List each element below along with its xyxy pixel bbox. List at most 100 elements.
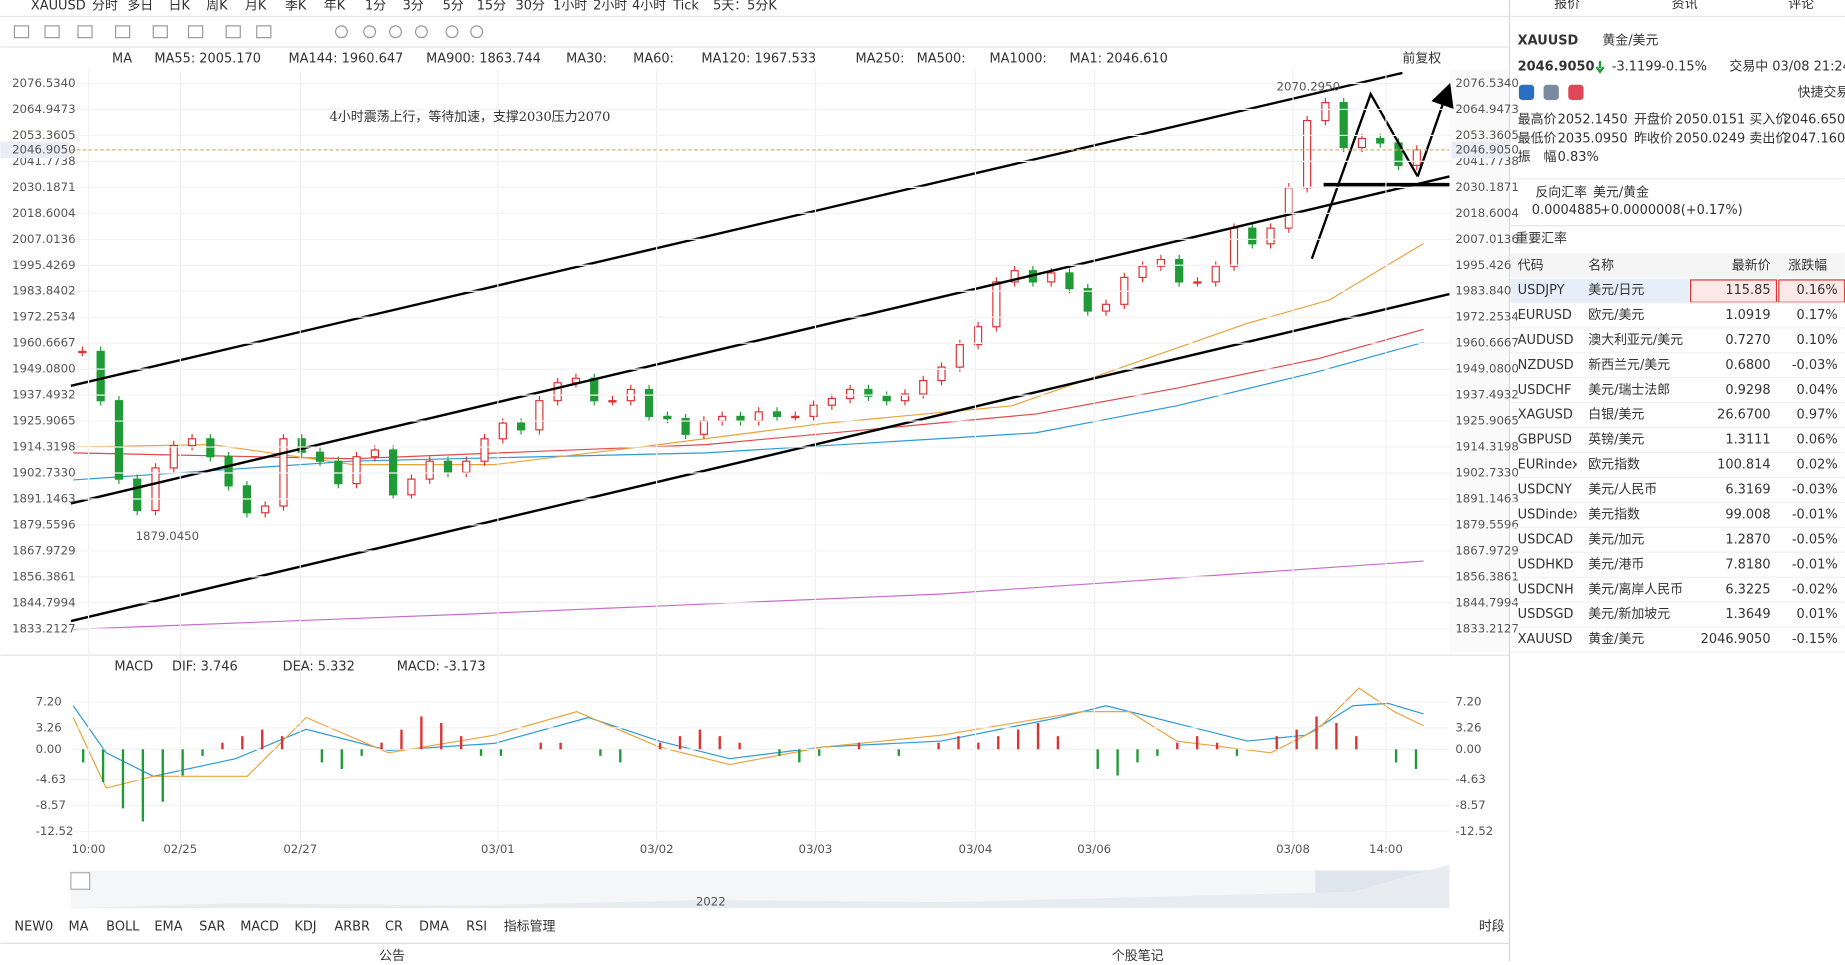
- row-code[interactable]: XAGUSD: [1518, 408, 1573, 423]
- adjust-button[interactable]: 前复权: [1402, 50, 1441, 66]
- row-name[interactable]: 美元/加元: [1588, 532, 1644, 547]
- row-name[interactable]: 英镑/美元: [1588, 432, 1644, 448]
- row-code[interactable]: USDCNY: [1518, 483, 1572, 498]
- ma-legend: MA900: 1863.744: [426, 51, 541, 66]
- period-tab[interactable]: 月K: [245, 0, 267, 13]
- row-code[interactable]: AUDUSD: [1518, 333, 1574, 348]
- down-arrow: [1595, 61, 1605, 74]
- row-code[interactable]: EURindex: [1518, 458, 1580, 473]
- macd-bar: [897, 749, 900, 756]
- row-code[interactable]: USDSGD: [1518, 607, 1574, 622]
- period-tab[interactable]: 多日: [127, 0, 153, 13]
- y-tick-label-right: 1902.7330: [1455, 466, 1519, 480]
- symbol[interactable]: XAUUSD: [31, 0, 86, 13]
- period-tab[interactable]: 15分: [477, 0, 506, 13]
- row-name[interactable]: 美元指数: [1588, 507, 1640, 522]
- row-code[interactable]: USDCHF: [1518, 383, 1572, 398]
- action-icon[interactable]: [1543, 84, 1559, 100]
- reverse-pair[interactable]: 美元/黄金: [1593, 184, 1649, 200]
- y-tick-label: -4.63: [36, 772, 66, 786]
- row-code[interactable]: GBPUSD: [1518, 433, 1572, 448]
- period-tab[interactable]: 5分: [443, 0, 464, 13]
- row-pct: 0.04%: [1797, 383, 1838, 398]
- period-tab[interactable]: 2小时: [593, 0, 627, 13]
- y-tick-label: 1844.7994: [12, 595, 76, 609]
- macd-bar: [559, 742, 562, 750]
- stat-value: 0.83%: [1558, 150, 1599, 165]
- quick-trade[interactable]: 快捷交易: [1798, 84, 1845, 100]
- indicator-tab[interactable]: MA: [69, 919, 89, 934]
- y-tick-label-right: -12.52: [1455, 824, 1493, 838]
- more-button[interactable]: [70, 872, 91, 890]
- table-title: 重要汇率: [1515, 230, 1567, 246]
- indicator-tab[interactable]: ARBR: [334, 919, 370, 934]
- indicator-tab[interactable]: SAR: [199, 919, 225, 934]
- candle-body: [315, 451, 325, 462]
- candle-body: [1138, 265, 1147, 279]
- indicator-tab[interactable]: BOLL: [106, 919, 140, 934]
- panel-tab[interactable]: 评论: [1788, 0, 1814, 12]
- candle-body: [1229, 227, 1239, 267]
- row-code[interactable]: USDJPY: [1518, 283, 1565, 298]
- period-tab[interactable]: 5天：5分K: [713, 0, 777, 13]
- row-name[interactable]: 新西兰元/美元: [1588, 357, 1670, 373]
- row-pct: -0.01%: [1792, 507, 1838, 522]
- indicator-tab[interactable]: CR: [385, 919, 403, 934]
- row-name[interactable]: 美元/日元: [1588, 283, 1644, 298]
- ma-legend: MA250:: [855, 51, 904, 66]
- row-name[interactable]: 美元/港币: [1588, 557, 1644, 572]
- row-price: 6.3169: [1725, 483, 1770, 498]
- indicator-tab[interactable]: NEW0: [14, 919, 53, 934]
- indicator-tab[interactable]: KDJ: [294, 919, 316, 934]
- row-code[interactable]: EURUSD: [1518, 308, 1572, 323]
- row-name[interactable]: 白银/美元: [1588, 407, 1644, 423]
- session-button[interactable]: 时段: [1479, 919, 1505, 934]
- period-tab[interactable]: 日K: [169, 0, 191, 13]
- panel-tab[interactable]: 报价: [1554, 0, 1580, 12]
- row-pct: 0.01%: [1797, 607, 1838, 622]
- indicator-tab[interactable]: RSI: [466, 919, 487, 934]
- candle-body: [261, 505, 270, 514]
- indicator-tab[interactable]: MACD: [240, 919, 279, 934]
- row-name[interactable]: 欧元/美元: [1588, 308, 1644, 323]
- row-name[interactable]: 欧元指数: [1588, 458, 1640, 473]
- panel-tab[interactable]: 资讯: [1672, 0, 1698, 12]
- row-code[interactable]: USDCAD: [1518, 532, 1573, 547]
- macd-legend: DIF: 3.746: [172, 659, 238, 674]
- ma55-line: [73, 242, 1424, 466]
- row-code[interactable]: USDCNH: [1518, 582, 1574, 597]
- row-name[interactable]: 美元/瑞士法郎: [1588, 383, 1670, 398]
- candle-body: [224, 456, 233, 487]
- period-tab[interactable]: 4小时: [632, 0, 666, 13]
- indicator-tab[interactable]: 指标管理: [504, 919, 556, 934]
- period-tab[interactable]: 年K: [324, 0, 346, 13]
- row-code[interactable]: USDindex: [1518, 507, 1581, 522]
- macd-bar: [400, 729, 403, 750]
- row-name[interactable]: 美元/新加坡元: [1588, 606, 1670, 622]
- row-name[interactable]: 美元/人民币: [1588, 483, 1657, 498]
- period-tab[interactable]: 季K: [285, 0, 307, 13]
- period-tab[interactable]: 周K: [206, 0, 228, 13]
- bottom-tab[interactable]: 公告: [379, 949, 405, 964]
- candle-body: [370, 449, 379, 458]
- bottom-tab[interactable]: 个股笔记: [1112, 948, 1164, 964]
- row-code[interactable]: XAUUSD: [1518, 632, 1573, 647]
- row-name[interactable]: 黄金/美元: [1588, 631, 1644, 647]
- action-icon[interactable]: [1568, 84, 1584, 100]
- row-name[interactable]: 美元/离岸人民币: [1588, 581, 1683, 597]
- period-tab[interactable]: 30分: [516, 0, 545, 13]
- row-code[interactable]: NZDUSD: [1518, 358, 1574, 373]
- y-tick-label: 2007.0136: [12, 232, 76, 246]
- indicator-tab[interactable]: DMA: [419, 919, 449, 934]
- macd-bar: [1176, 742, 1179, 750]
- period-tab[interactable]: 1分: [365, 0, 386, 13]
- action-icon[interactable]: [1518, 84, 1535, 100]
- y-tick-label: -12.52: [36, 824, 74, 838]
- row-code[interactable]: USDHKD: [1518, 557, 1574, 572]
- indicator-tab[interactable]: EMA: [154, 919, 182, 934]
- period-tab[interactable]: 3分: [403, 0, 424, 13]
- period-tab[interactable]: Tick: [672, 0, 699, 13]
- period-tab[interactable]: 分时: [92, 0, 118, 13]
- row-name[interactable]: 澳大利亚元/美元: [1588, 332, 1683, 348]
- period-tab[interactable]: 1小时: [553, 0, 587, 13]
